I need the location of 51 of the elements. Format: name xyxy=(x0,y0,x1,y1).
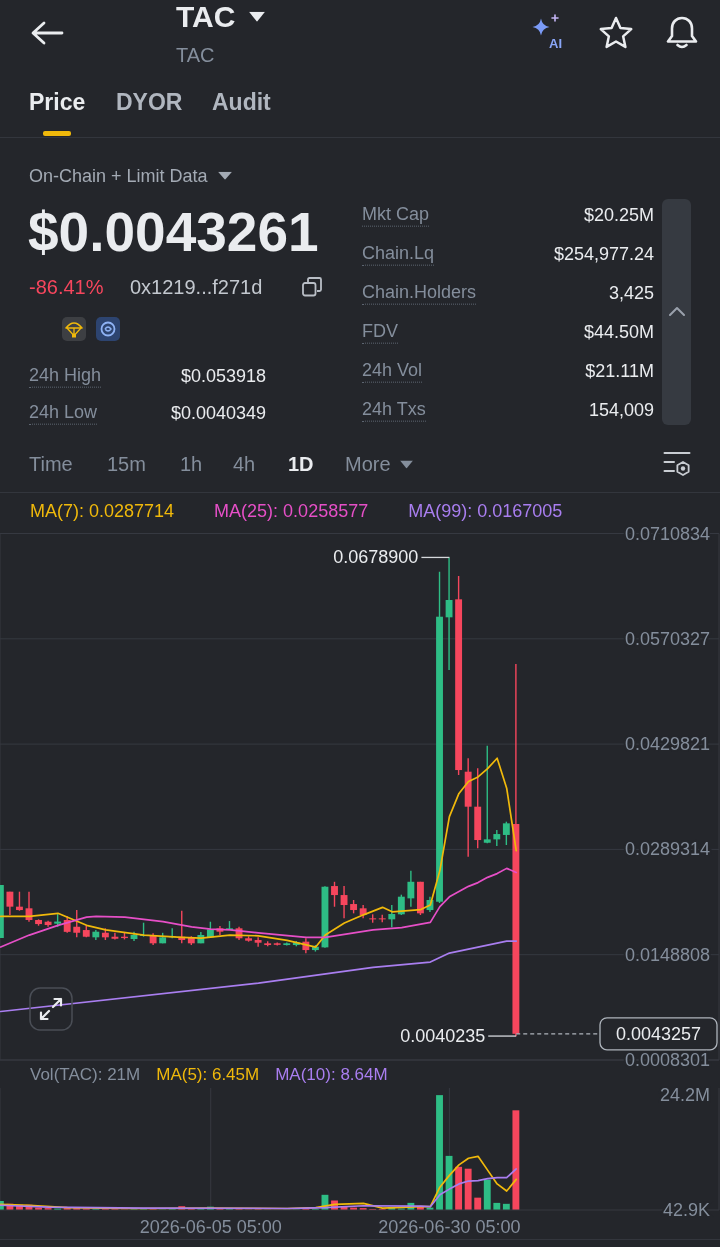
text: On-Chain + Limit Data xyxy=(29,165,208,187)
y-tick-label: 24.2M xyxy=(659,1085,710,1106)
text: 3,425 xyxy=(608,282,654,304)
y-tick-label: 42.9K xyxy=(662,1199,710,1220)
text: 0x1219...f271d xyxy=(130,275,263,299)
text: MA(5): 6.45M xyxy=(156,1065,260,1085)
y-tick-label: 0.0289314 xyxy=(624,839,710,860)
chart-title: Vol(TAC): 21M xyxy=(30,1065,141,1085)
text: 1h xyxy=(180,452,203,476)
text: TAC xyxy=(176,43,215,67)
text: 24h Txs xyxy=(362,398,426,422)
text: Audit xyxy=(212,88,271,116)
text: Time xyxy=(29,452,73,476)
text: $254,977.24 xyxy=(553,243,654,265)
text: $21.11M xyxy=(585,360,654,382)
text: TAC xyxy=(176,0,236,35)
ref-line-label: 0.0043257 xyxy=(615,1023,702,1044)
x-tick-label: 2026-06-05 05:00 xyxy=(139,1217,282,1237)
text: More xyxy=(345,452,391,476)
text: $44.50M xyxy=(583,321,654,343)
text: 15m xyxy=(107,452,146,476)
text: 154,009 xyxy=(588,399,654,421)
text: $0.053918 xyxy=(180,365,266,387)
text: -86.41% xyxy=(29,275,104,299)
text: 24h Low xyxy=(29,401,98,425)
text: AI xyxy=(549,35,562,52)
y-tick-label: 0.0008301 xyxy=(624,1050,710,1070)
annotation: 0.0040235 xyxy=(400,1026,486,1047)
text: MA(99): 0.0167005 xyxy=(408,500,563,522)
text: 4h xyxy=(233,452,256,476)
text: $0.0043261 xyxy=(28,201,319,265)
text: FDV xyxy=(362,320,398,344)
text: Chain.Holders xyxy=(362,281,477,305)
y-tick-label: 0.0710834 xyxy=(624,523,710,544)
text: MA(7): 0.0287714 xyxy=(30,500,175,522)
x-tick-label: 2026-06-30 05:00 xyxy=(378,1217,521,1237)
text: 1D xyxy=(288,452,314,476)
text: $0.0040349 xyxy=(170,402,266,424)
y-tick-label: 0.0570327 xyxy=(624,628,710,649)
text: Chain.Lq xyxy=(362,242,435,266)
text: 24h High xyxy=(29,364,102,388)
text: Mkt Cap xyxy=(362,203,430,227)
text: DYOR xyxy=(116,88,183,116)
text: MA(25): 0.0258577 xyxy=(214,500,369,522)
text: MA(10): 8.64M xyxy=(275,1065,388,1085)
text: 24h Vol xyxy=(362,359,423,383)
annotation: 0.0678900 xyxy=(333,547,419,568)
y-tick-label: 0.0429821 xyxy=(624,734,710,755)
text: Price xyxy=(29,88,86,116)
text: $20.25M xyxy=(583,204,654,226)
y-tick-label: 0.0148808 xyxy=(624,944,710,965)
